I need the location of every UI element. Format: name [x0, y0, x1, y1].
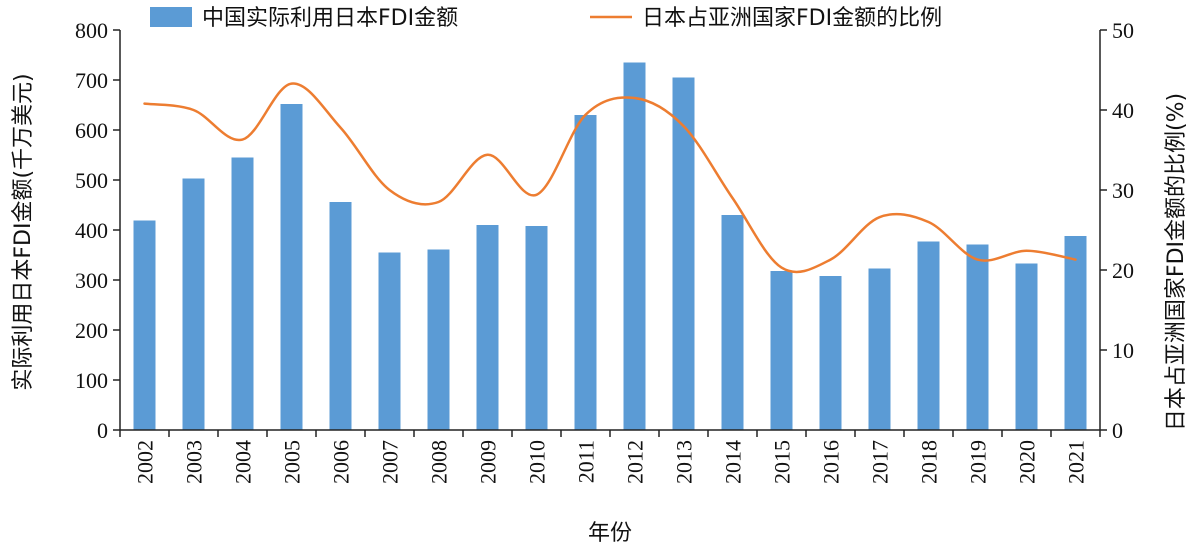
left-tick-label: 800 [75, 18, 108, 43]
right-tick-label: 0 [1112, 418, 1123, 443]
x-tick-label-2019: 2019 [966, 440, 991, 484]
bar-2021 [1064, 236, 1087, 430]
left-axis-title: 实际利用日本FDI金额(千万美元) [11, 73, 36, 390]
legend-bar-swatch [150, 7, 192, 27]
axes [119, 30, 1101, 431]
left-tick-label: 700 [75, 68, 108, 93]
x-tick-label-2009: 2009 [476, 440, 501, 484]
left-axis-ticks: 0 100 200 300 400 500 600 700 800 [75, 18, 120, 443]
x-tick-label-2010: 2010 [525, 440, 550, 484]
x-tick-label-2006: 2006 [329, 440, 354, 484]
bar-2008 [427, 249, 450, 430]
bar-2010 [525, 226, 548, 430]
bar-2014 [721, 215, 744, 430]
bar-2015 [770, 271, 793, 430]
x-axis-title: 年份 [588, 521, 632, 546]
x-tick-label-2004: 2004 [231, 440, 256, 484]
ratio-line [143, 82, 1077, 274]
x-tick-label-2008: 2008 [427, 440, 452, 484]
x-tick-label-2021: 2021 [1064, 440, 1089, 484]
right-tick-label: 40 [1112, 98, 1134, 123]
left-tick-label: 0 [97, 418, 108, 443]
bar-2004 [231, 157, 254, 430]
x-axis-ticks: 2002 2003 2004 2005 2006 2007 2008 2009 2010 2011… [119, 430, 1101, 484]
right-axis-ticks: 0 10 20 30 40 50 [1100, 18, 1134, 443]
bar-2018 [917, 241, 940, 430]
left-tick-label: 100 [75, 368, 108, 393]
x-tick-label-2016: 2016 [819, 440, 844, 484]
left-tick-label: 400 [75, 218, 108, 243]
x-tick-label-2002: 2002 [133, 440, 158, 484]
bar-2005 [280, 104, 303, 430]
right-tick-label: 20 [1112, 258, 1134, 283]
x-tick-label-2017: 2017 [868, 440, 893, 484]
bar-2011 [574, 115, 597, 430]
x-tick-label-2020: 2020 [1015, 440, 1040, 484]
bar-2016 [819, 276, 842, 430]
x-tick-label-2011: 2011 [574, 440, 599, 483]
right-axis-title: 日本占亚洲国家FDI金额的比例(%) [1164, 93, 1189, 431]
bar-2006 [329, 202, 352, 430]
bar-2020 [1015, 263, 1038, 430]
x-tick-label-2014: 2014 [721, 440, 746, 484]
left-tick-label: 600 [75, 118, 108, 143]
x-tick-label-2012: 2012 [623, 440, 648, 484]
x-tick-label-2018: 2018 [917, 440, 942, 484]
x-tick-label-2007: 2007 [378, 440, 403, 484]
bar-2013 [672, 77, 695, 430]
bar-2003 [182, 178, 205, 430]
right-tick-label: 30 [1112, 178, 1134, 203]
right-tick-label: 10 [1112, 338, 1134, 363]
legend-line-label: 日本占亚洲国家FDI金额的比例 [642, 6, 942, 31]
left-tick-label: 500 [75, 168, 108, 193]
bar-2017 [868, 268, 891, 430]
legend-bar-label: 中国实际利用日本FDI金额 [202, 6, 458, 31]
x-tick-label-2015: 2015 [770, 440, 795, 484]
bar-2002 [133, 220, 156, 430]
x-tick-label-2013: 2013 [672, 440, 697, 484]
legend: 中国实际利用日本FDI金额 日本占亚洲国家FDI金额的比例 [150, 6, 942, 31]
x-tick-label-2005: 2005 [280, 440, 305, 484]
bar-2007 [378, 252, 401, 430]
bar-series [133, 62, 1087, 430]
line-series [143, 82, 1077, 274]
right-tick-label: 50 [1112, 18, 1134, 43]
bar-2009 [476, 225, 499, 430]
left-tick-label: 200 [75, 318, 108, 343]
bar-2012 [623, 62, 646, 430]
bar-2019 [966, 244, 989, 430]
x-tick-label-2003: 2003 [182, 440, 207, 484]
left-tick-label: 300 [75, 268, 108, 293]
